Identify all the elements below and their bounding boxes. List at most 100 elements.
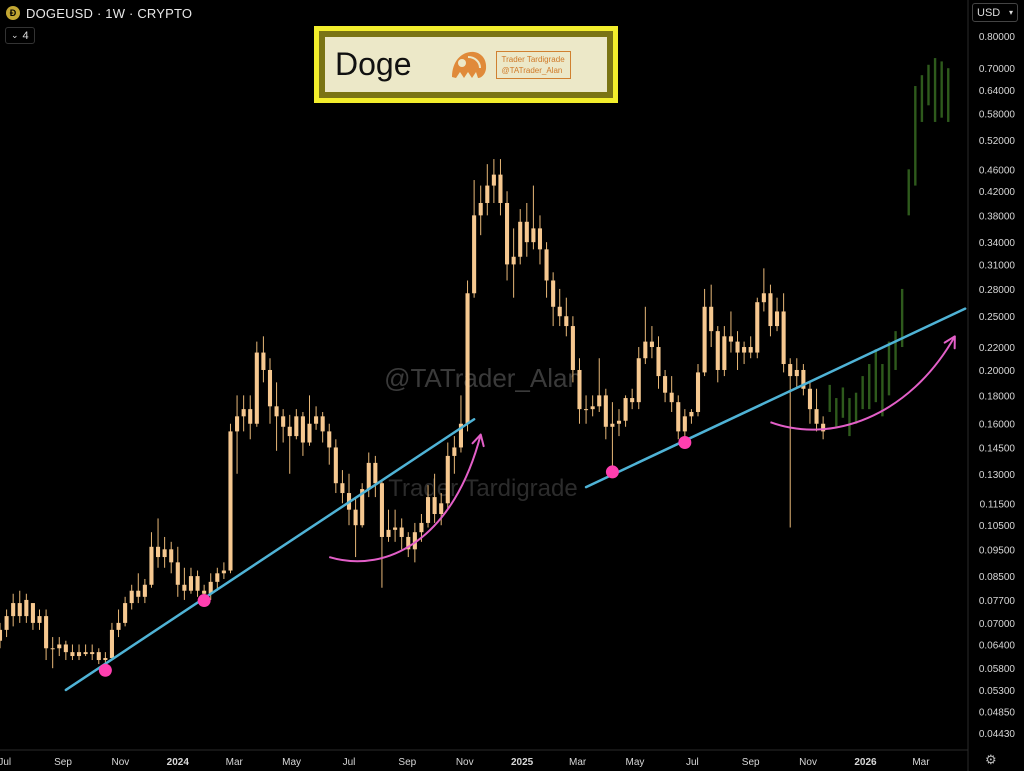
- candle-body: [129, 590, 134, 604]
- candle-body: [498, 174, 503, 204]
- candle-body: [676, 402, 681, 432]
- candle-body: [491, 174, 496, 186]
- candle-body: [425, 497, 431, 523]
- candle-body: [419, 522, 424, 533]
- candle-body: [188, 576, 194, 591]
- candle-body: [682, 416, 687, 432]
- x-tick-label: Mar: [912, 757, 930, 768]
- y-tick-label: 0.52000: [979, 136, 1016, 147]
- settings-gear-icon[interactable]: ⚙: [985, 752, 997, 767]
- projection-bar: [861, 376, 864, 410]
- candle-body: [794, 369, 799, 377]
- x-tick-label: May: [282, 757, 301, 768]
- projection-bar: [874, 349, 878, 403]
- y-tick-label: 0.64000: [979, 86, 1016, 97]
- y-tick-label: 0.13000: [979, 470, 1016, 481]
- candle-body: [597, 395, 602, 407]
- candle-body: [353, 509, 358, 526]
- pivot-marker: [197, 594, 211, 608]
- projection-bar: [881, 364, 884, 417]
- projection-bar: [854, 392, 858, 424]
- candle-body: [50, 648, 55, 650]
- candle-body: [445, 455, 450, 504]
- candle-body: [96, 652, 101, 661]
- trendline: [584, 307, 967, 489]
- candle-body: [235, 416, 240, 432]
- x-tick-label: Nov: [799, 757, 817, 768]
- projection-bar: [848, 398, 851, 437]
- candle-body: [70, 652, 75, 657]
- candle-body: [761, 293, 766, 303]
- watermark-name: Trader Tardigrade: [388, 475, 577, 502]
- candle-body: [0, 629, 3, 641]
- candle-body: [577, 369, 582, 410]
- candle-body: [379, 483, 384, 537]
- candle-body: [17, 603, 22, 617]
- candle-body: [551, 280, 556, 307]
- symbol-header[interactable]: Ð DOGEUSD · 1W · CRYPTO: [0, 0, 192, 26]
- curve-arrowhead: [471, 433, 485, 448]
- y-tick-label: 0.46000: [979, 165, 1016, 176]
- candle-body: [287, 426, 292, 437]
- candle-body: [722, 336, 727, 370]
- candle-body: [175, 562, 180, 585]
- doge-coin-icon: Ð: [6, 6, 20, 20]
- x-tick-label: Mar: [226, 757, 244, 768]
- tardigrade-logo-icon: [451, 51, 486, 78]
- candle-body: [76, 652, 82, 657]
- candle-body: [630, 398, 635, 403]
- projection-bar: [868, 364, 871, 410]
- candle-body: [557, 306, 562, 317]
- candle-body: [294, 416, 299, 437]
- y-tick-label: 0.70000: [979, 64, 1016, 75]
- curve-arc: [328, 434, 482, 563]
- indicators-toggle[interactable]: ⌄ 4: [5, 27, 35, 44]
- candle-body: [314, 416, 319, 424]
- y-tick-label: 0.28000: [979, 285, 1016, 296]
- candle-body: [202, 590, 207, 594]
- candle-body: [116, 622, 121, 630]
- candle-body: [709, 306, 714, 332]
- symbol-title: DOGEUSD · 1W · CRYPTO: [26, 5, 193, 21]
- pivot-marker: [678, 436, 692, 450]
- credit-name: Trader Tardigrade: [501, 54, 565, 64]
- candle-body: [452, 447, 457, 456]
- projection-bar: [887, 341, 891, 396]
- x-tick-label: Nov: [112, 757, 130, 768]
- candle-body: [649, 341, 654, 348]
- projection-bar: [947, 68, 950, 122]
- candle-body: [103, 658, 108, 661]
- pivot-marker: [98, 663, 112, 677]
- y-tick-label: 0.10500: [979, 521, 1016, 532]
- y-tick-label: 0.05800: [979, 664, 1016, 675]
- candle-body: [656, 347, 661, 377]
- candle-body: [728, 336, 733, 342]
- x-tick-label: May: [626, 757, 645, 768]
- candle-body: [584, 409, 589, 411]
- candle-body: [267, 369, 273, 407]
- candle-body: [755, 302, 760, 353]
- candle-body: [623, 398, 628, 421]
- y-tick-label: 0.07700: [979, 596, 1016, 607]
- candle-body: [254, 352, 259, 424]
- candle-body: [123, 603, 128, 623]
- currency-selector[interactable]: USD ▾: [972, 3, 1018, 22]
- candle-body: [689, 411, 694, 417]
- y-tick-label: 0.11500: [980, 499, 1016, 510]
- candle-body: [742, 347, 747, 353]
- x-tick-label: 2024: [167, 757, 190, 768]
- candle-body: [221, 570, 226, 574]
- y-tick-label: 0.22000: [979, 343, 1016, 354]
- candle-body: [327, 431, 332, 448]
- y-tick-label: 0.25000: [979, 312, 1016, 323]
- candle-body: [4, 616, 9, 630]
- y-tick-label: 0.05300: [979, 686, 1016, 697]
- candle-body: [465, 293, 470, 424]
- y-tick-label: 0.09500: [979, 545, 1016, 556]
- candle-body: [603, 395, 608, 427]
- y-tick-label: 0.34000: [979, 238, 1016, 249]
- candle-body: [248, 409, 253, 424]
- candle-body: [399, 527, 404, 537]
- candle-body: [781, 311, 786, 365]
